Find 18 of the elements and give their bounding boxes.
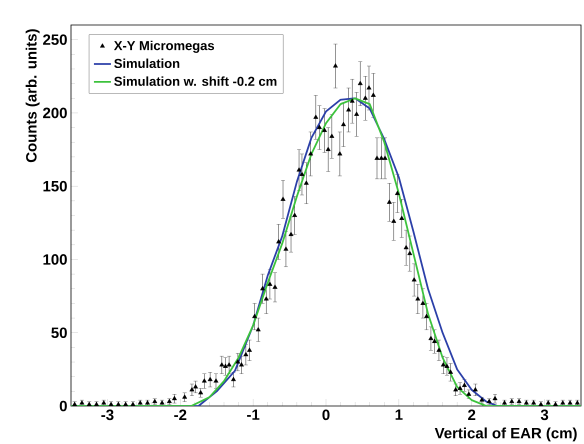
x-tick-label: 2: [468, 410, 476, 420]
legend-label: Simulation w. shift -0.2 cm: [114, 76, 276, 86]
legend-label: Simulation: [114, 58, 180, 68]
y-tick-label: 200: [43, 108, 67, 118]
y-tick-label: 50: [51, 327, 67, 338]
x-axis-title: Vertical of EAR (cm): [434, 427, 577, 442]
y-tick-label: 150: [43, 180, 67, 192]
x-tick-label: -1: [247, 410, 260, 420]
legend-label: X-Y Micromegas: [114, 40, 214, 53]
x-tick-label: 3: [540, 410, 548, 420]
y-tick-label: 100: [43, 254, 67, 265]
x-tick-label: 1: [396, 410, 403, 420]
y-tick-label: 250: [43, 34, 67, 45]
y-tick-label: 0: [60, 400, 67, 412]
x-tick-label: 0: [322, 410, 330, 420]
y-axis-title: Counts (arb. units): [26, 29, 40, 162]
x-tick-label: -3: [101, 410, 114, 420]
x-tick-label: -2: [174, 410, 186, 420]
